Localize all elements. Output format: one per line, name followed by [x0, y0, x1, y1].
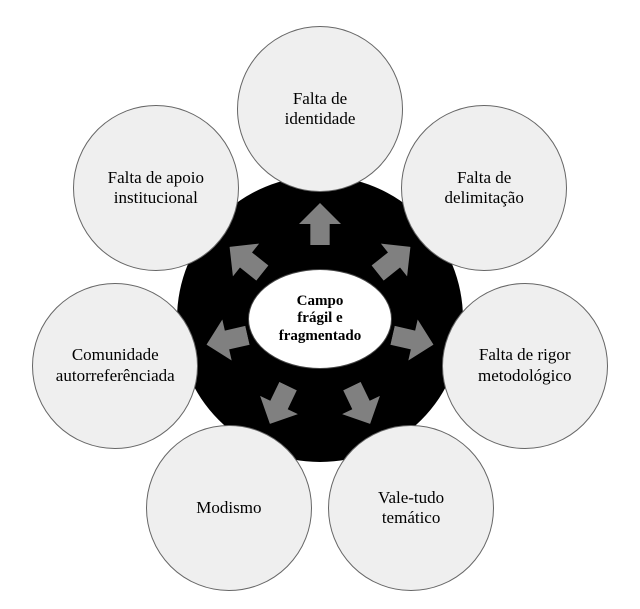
diagram-stage: Campo frágil e fragmentado Falta deident…: [0, 0, 640, 609]
center-ellipse: Campo frágil e fragmentado: [248, 269, 392, 369]
outer-node-label-vale-tudo: Vale-tudotemático: [378, 488, 444, 529]
outer-node-rigor: Falta de rigormetodológico: [442, 283, 608, 449]
outer-node-comunidade: Comunidadeautorreferênciada: [32, 283, 198, 449]
outer-node-apoio: Falta de apoioinstitucional: [73, 105, 239, 271]
arrow-0: [299, 203, 341, 245]
center-label-line2: frágil e: [297, 310, 342, 326]
outer-node-label-delimitacao: Falta dedelimitação: [445, 168, 524, 209]
outer-node-identidade: Falta deidentidade: [237, 26, 403, 192]
center-label-line3: fragmentado: [279, 328, 362, 344]
outer-node-delimitacao: Falta dedelimitação: [401, 105, 567, 271]
outer-node-label-identidade: Falta deidentidade: [285, 89, 356, 130]
outer-node-modismo: Modismo: [146, 425, 312, 591]
center-label: Campo frágil e fragmentado: [279, 293, 362, 345]
outer-node-label-comunidade: Comunidadeautorreferênciada: [56, 345, 175, 386]
outer-node-vale-tudo: Vale-tudotemático: [328, 425, 494, 591]
outer-node-label-apoio: Falta de apoioinstitucional: [108, 168, 204, 209]
outer-node-label-rigor: Falta de rigormetodológico: [478, 345, 571, 386]
center-label-line1: Campo: [297, 293, 344, 309]
outer-node-label-modismo: Modismo: [196, 498, 261, 518]
